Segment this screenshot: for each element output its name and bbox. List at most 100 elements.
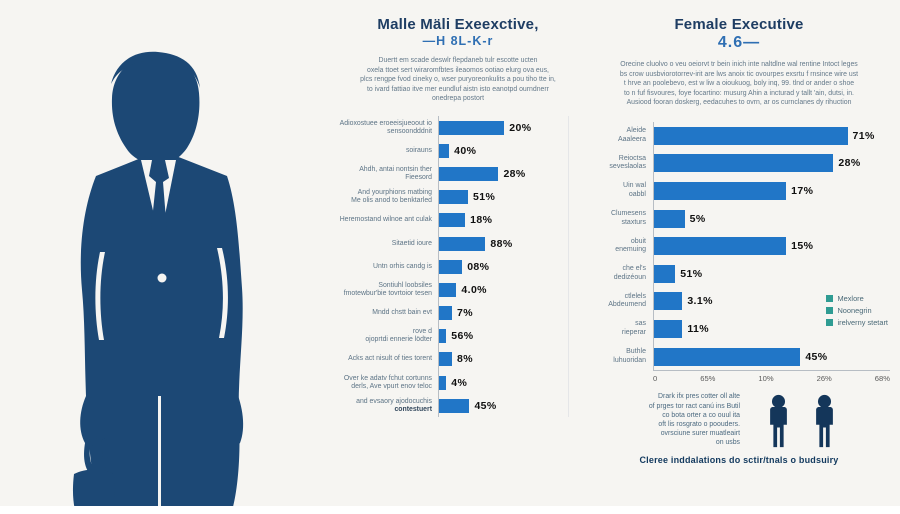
bar-label: ctlelels Abdeumend	[608, 292, 646, 309]
bar-row: Over ke adatv fchut cortunns derls, Ave …	[332, 371, 584, 395]
bar-row: Clumesens staxturs 5%	[588, 204, 890, 233]
bar-value: 18%	[470, 214, 493, 227]
bar-value: 17%	[791, 184, 814, 197]
bar-value: 7%	[457, 307, 474, 320]
necktie	[149, 160, 169, 244]
legend-label: Noonegrin	[837, 305, 872, 315]
x-tick-label: 68%	[874, 374, 890, 384]
legend-entry: Mexlore	[826, 294, 888, 303]
bar-value: 40%	[454, 144, 477, 157]
female-section-title: Female Executive	[674, 16, 804, 33]
bar-label: che el's dedizéoun	[613, 265, 646, 281]
bar-label: Ahdh, antai nontsin ther Fieesord	[359, 165, 432, 181]
legend-swatch	[826, 306, 834, 314]
bar-label: Adioxostuee eroeeisjueoout io sensoonddd…	[339, 119, 432, 135]
bar-value: 45%	[474, 399, 497, 412]
person-pictograms	[760, 394, 843, 448]
silhouette-left-hand	[80, 396, 97, 447]
bar-value: 28%	[503, 167, 526, 180]
bar-value: 51%	[680, 267, 703, 280]
bar	[439, 143, 450, 158]
bar-row: Heremostand wilnoe ant culak 18%	[332, 208, 584, 232]
bar-row: Sontiuhl loobsiles fmotewbur'bie tovrtoi…	[332, 278, 584, 302]
bar-track: 28%	[653, 149, 890, 178]
female-executive-section: Female Executive 4.6— Orecine cluolvo o …	[588, 16, 890, 465]
bar	[654, 181, 787, 200]
bar-track: 20%	[438, 115, 584, 140]
legend-label: Mexlore	[837, 293, 864, 303]
chart-legend: Mexlore Noonegrin irelverny stetart	[826, 294, 888, 327]
bar-row: Buthle luhuoridan 45%	[588, 342, 890, 371]
bar	[654, 347, 801, 366]
bar-track: 45%	[438, 394, 584, 418]
bar-label: Sitaetid ioure	[391, 239, 432, 247]
footer-caption: Cleree inddalations do sctir/tnals o bud…	[639, 455, 839, 466]
bar	[654, 154, 834, 173]
bar-track: 51%	[438, 185, 584, 209]
x-tick-label: 0	[653, 374, 658, 384]
bar-track: 4%	[438, 371, 584, 395]
bar-track: 4.0%	[438, 278, 584, 302]
legend-swatch	[826, 294, 834, 302]
bar-track: 56%	[438, 324, 584, 348]
x-tick-label: 10%	[758, 374, 774, 384]
bar-row: Untn orhis candg is 08%	[332, 255, 584, 279]
bar-value: 08%	[467, 260, 490, 273]
bar-track: 88%	[438, 231, 584, 256]
bar-row: Aleide Aaaleera 71%	[588, 121, 890, 150]
suit-button	[157, 273, 167, 283]
bar-label: Clumesens staxturs	[610, 209, 646, 226]
handbag-handle	[95, 438, 108, 477]
person-icon	[816, 395, 833, 448]
bottom-margin-strip	[0, 506, 900, 514]
bar-row: Adioxostuee eroeeisjueoout io sensoonddd…	[332, 115, 584, 140]
bar-row: ctlelels Abdeumend 3.1%	[588, 287, 890, 316]
bar-row: sas rieperar 11%	[588, 315, 890, 343]
bar-row: And yourphions matbing Me olis anod to b…	[332, 185, 584, 209]
bar	[439, 236, 486, 251]
bar-track: 17%	[653, 177, 890, 205]
bar-row: Ahdh, antai nontsin ther Fieesord 28%	[332, 162, 584, 186]
bar	[654, 264, 676, 283]
legend-label: irelverny stetart	[837, 317, 888, 327]
bar-row: Reioctsa seveslaolas 28%	[588, 149, 890, 178]
bar-label: sas rieperar	[621, 320, 646, 336]
bar-track: 18%	[438, 208, 584, 232]
bar-row: and evsaory ajodocuchis contestuert 45%	[332, 394, 584, 418]
bar-label: Acks act nisult of ties torent	[348, 355, 432, 363]
bar-label: rove d ojoprtdi ennerie lödter	[365, 328, 432, 344]
bar-value: 3.1%	[687, 295, 713, 308]
male-section-subtitle: —H 8L-K-r	[422, 34, 494, 48]
bar	[439, 213, 466, 228]
bar-row: Uin wal oabbl 17%	[588, 177, 890, 205]
bar-value: 8%	[457, 353, 474, 366]
bar	[654, 237, 787, 256]
bar-track: 51%	[653, 259, 890, 288]
bar-label: Reioctsa seveslaolas	[609, 154, 646, 171]
chart-gridline	[568, 115, 569, 418]
bar-value: 5%	[689, 212, 706, 225]
bar-value: 4.0%	[461, 283, 487, 296]
male-section-description: Duertt em scade deswlr flepdaneb tulr es…	[360, 57, 556, 103]
bar-row: rove d ojoprtdi ennerie lödter 56%	[332, 324, 584, 348]
bar-label: Buthle luhuoridan	[613, 347, 646, 364]
male-executive-section: Malle Mäli Exeexctive, —H 8L-K-r Duertt …	[332, 16, 584, 418]
waist-notch-left	[95, 252, 105, 340]
bar	[439, 282, 457, 297]
bar-track: 71%	[653, 121, 890, 150]
bar-row: Sitaetid ioure 88%	[332, 231, 584, 256]
bar	[439, 398, 470, 413]
bar-row: Acks act nisult of ties torent 8%	[332, 347, 584, 372]
female-bar-chart: Mexlore Noonegrin irelverny stetart Aleide…	[588, 121, 890, 371]
silhouette-head	[111, 56, 200, 165]
bar	[439, 120, 505, 135]
legend-swatch	[826, 318, 834, 326]
handbag-body	[72, 469, 116, 514]
bar	[654, 292, 683, 311]
handbag-handle	[84, 438, 97, 477]
bar	[439, 375, 447, 390]
silhouette-torso	[80, 156, 243, 514]
bar-value: 11%	[687, 322, 709, 335]
bar	[654, 209, 685, 228]
